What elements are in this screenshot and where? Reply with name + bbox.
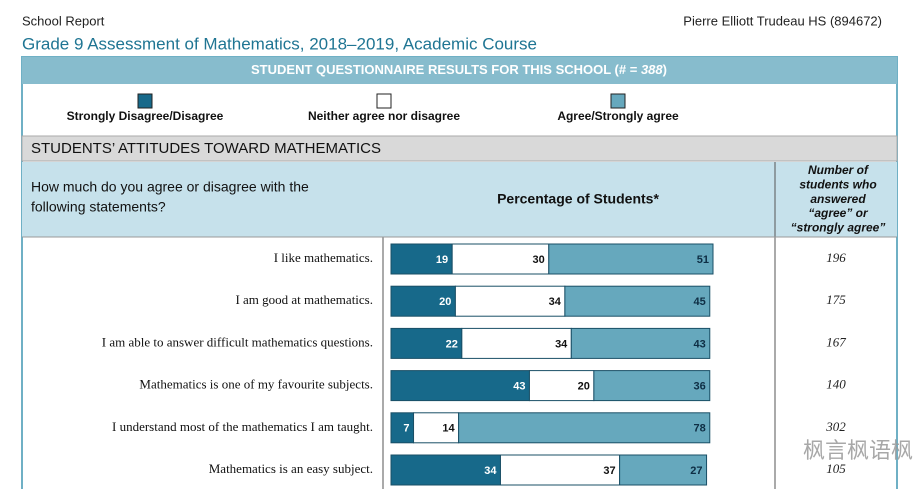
legend-label: Agree/Strongly agree <box>557 109 679 123</box>
banner-count: 388 <box>641 62 663 77</box>
statement: Mathematics is an easy subject. <box>209 461 373 476</box>
report-label: School Report <box>22 13 105 28</box>
legend-label: Neither agree nor disagree <box>308 109 460 123</box>
answered-header-line: answered <box>810 192 866 206</box>
answered-header-line: Number of <box>808 163 869 177</box>
segment-label: 51 <box>697 254 709 266</box>
segment-label: 36 <box>694 381 706 393</box>
rows: I like mathematics. 19 30 51 196 I am good at… <box>102 243 846 486</box>
legend-swatch <box>137 93 153 109</box>
bar-segment <box>564 285 711 317</box>
legend-label: Strongly Disagree/Disagree <box>67 109 224 123</box>
answered-count: 105 <box>826 461 846 476</box>
bar-segment <box>451 243 550 275</box>
answered-count: 140 <box>826 377 846 392</box>
legend: Strongly Disagree/Disagree Neither agree … <box>67 93 679 123</box>
segment-label: 34 <box>555 338 568 350</box>
percentage-header: Percentage of Students* <box>497 191 659 207</box>
section-header <box>21 135 898 162</box>
statement: Mathematics is one of my favourite subje… <box>139 377 373 392</box>
segment-label: 45 <box>694 296 706 308</box>
answered-header-line: “agree” or <box>808 206 869 220</box>
segment-label: 34 <box>549 296 562 308</box>
statement: I am good at mathematics. <box>235 292 373 307</box>
segment-label: 30 <box>533 254 545 266</box>
bar-segment <box>390 370 530 402</box>
segment-label: 43 <box>694 338 706 350</box>
answered-header-line: students who <box>799 177 876 191</box>
statement: I am able to answer difficult mathematic… <box>102 334 373 349</box>
bar-segment <box>528 370 595 402</box>
answered-header-line: “strongly agree” <box>791 220 886 234</box>
banner <box>22 57 897 84</box>
bar-segment <box>458 412 711 444</box>
bar-segment <box>390 454 501 486</box>
bar-segment <box>548 243 714 275</box>
segment-label: 20 <box>439 296 451 308</box>
bar-segment <box>570 327 711 359</box>
question-header: How much do you agree or disagree with t… <box>31 179 309 195</box>
bar-segment <box>499 454 621 486</box>
segment-label: 14 <box>442 423 455 435</box>
segment-label: 78 <box>694 423 706 435</box>
question-header: following statements? <box>31 199 166 215</box>
segment-label: 19 <box>436 254 448 266</box>
statement: I understand most of the mathematics I a… <box>112 419 373 434</box>
bar-segment <box>593 370 711 402</box>
school-name: Pierre Elliott Trudeau HS (894672) <box>683 13 882 28</box>
statement: I like mathematics. <box>274 250 373 265</box>
segment-label: 20 <box>578 381 590 393</box>
column-header <box>22 162 897 237</box>
legend-swatch <box>610 93 626 109</box>
bar-segment <box>390 285 456 317</box>
banner-close: ) <box>663 62 667 77</box>
segment-label: 43 <box>513 381 525 393</box>
answered-count: 196 <box>826 250 846 265</box>
legend-swatch <box>376 93 392 109</box>
bar-segment <box>454 285 566 317</box>
answered-count: 167 <box>826 334 846 349</box>
banner-text: STUDENT QUESTIONNAIRE RESULTS FOR THIS S… <box>251 62 667 77</box>
segment-label: 27 <box>690 465 702 477</box>
segment-label: 7 <box>403 423 409 435</box>
segment-label: 37 <box>603 465 615 477</box>
section-title: STUDENTS’ ATTITUDES TOWARD MATHEMATICS <box>31 140 381 157</box>
banner-label: STUDENT QUESTIONNAIRE RESULTS FOR THIS S… <box>251 62 641 77</box>
segment-label: 34 <box>484 465 497 477</box>
bar-segment <box>390 412 415 444</box>
bar-segment <box>619 454 708 486</box>
answered-count: 302 <box>825 419 846 434</box>
watermark: 枫言枫语枫 <box>803 438 913 463</box>
segment-label: 22 <box>446 338 458 350</box>
page-title: Grade 9 Assessment of Mathematics, 2018–… <box>22 34 537 53</box>
answered-count: 175 <box>826 292 846 307</box>
bar-segment <box>413 412 460 444</box>
